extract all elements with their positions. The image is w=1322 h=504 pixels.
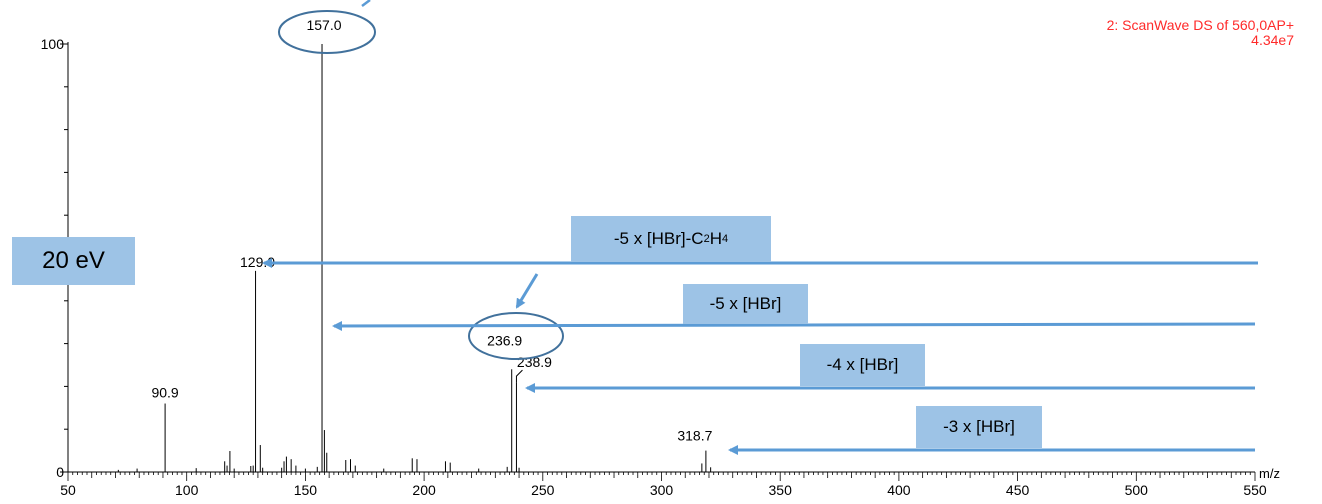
x-tick-label: 400: [887, 482, 911, 498]
peak-label: 90.9: [151, 385, 178, 401]
x-tick-label: 350: [769, 482, 793, 498]
x-tick-label: 500: [1125, 482, 1149, 498]
y-tick-label: 0: [56, 464, 64, 480]
scan-header-line2: 4.34e7: [1251, 32, 1294, 48]
peak-label: 157.0: [306, 17, 341, 33]
x-tick-label: 250: [531, 482, 555, 498]
highlight-ellipse-236: [468, 312, 564, 360]
x-tick-label: 50: [60, 482, 76, 498]
fragment-label-sub: 2: [703, 233, 710, 245]
annotation-arrow: [515, 273, 539, 309]
fragment-label-5hbr-c2h4: -5 x [HBr]-C 2 H 4: [571, 216, 771, 262]
scan-header: 2: ScanWave DS of 560,0AP+ 4.34e7: [1034, 18, 1294, 48]
x-tick-label: 450: [1006, 482, 1030, 498]
x-tick-label: 150: [294, 482, 318, 498]
fragment-label-3hbr: -3 x [HBr]: [916, 406, 1042, 448]
x-tick-label: 300: [650, 482, 674, 498]
x-axis-unit: m/z: [1259, 466, 1280, 481]
arrow-stub-top: [361, 0, 371, 7]
fragment-label-text: -5 x [HBr]-C: [613, 229, 704, 248]
collision-energy-label: 20 eV: [12, 237, 135, 285]
x-tick-label: 200: [412, 482, 436, 498]
y-tick-label: 100: [41, 36, 65, 52]
annotation-arrow: [332, 320, 1256, 331]
highlight-ellipse-157: [278, 10, 376, 54]
x-tick-label: 550: [1243, 482, 1267, 498]
peak-label: 236.9: [487, 332, 522, 348]
fragment-label-sub2: 4: [722, 233, 729, 245]
peak-leader: [515, 369, 523, 383]
fragment-label-4hbr: -4 x [HBr]: [800, 344, 925, 386]
fragment-label-text2: H: [709, 229, 722, 248]
fragment-label-5hbr: -5 x [HBr]: [683, 284, 808, 324]
scan-header-line1: 2: ScanWave DS of 560,0AP+: [1106, 17, 1294, 33]
peak-label: 318.7: [677, 428, 712, 444]
x-tick-label: 100: [175, 482, 199, 498]
